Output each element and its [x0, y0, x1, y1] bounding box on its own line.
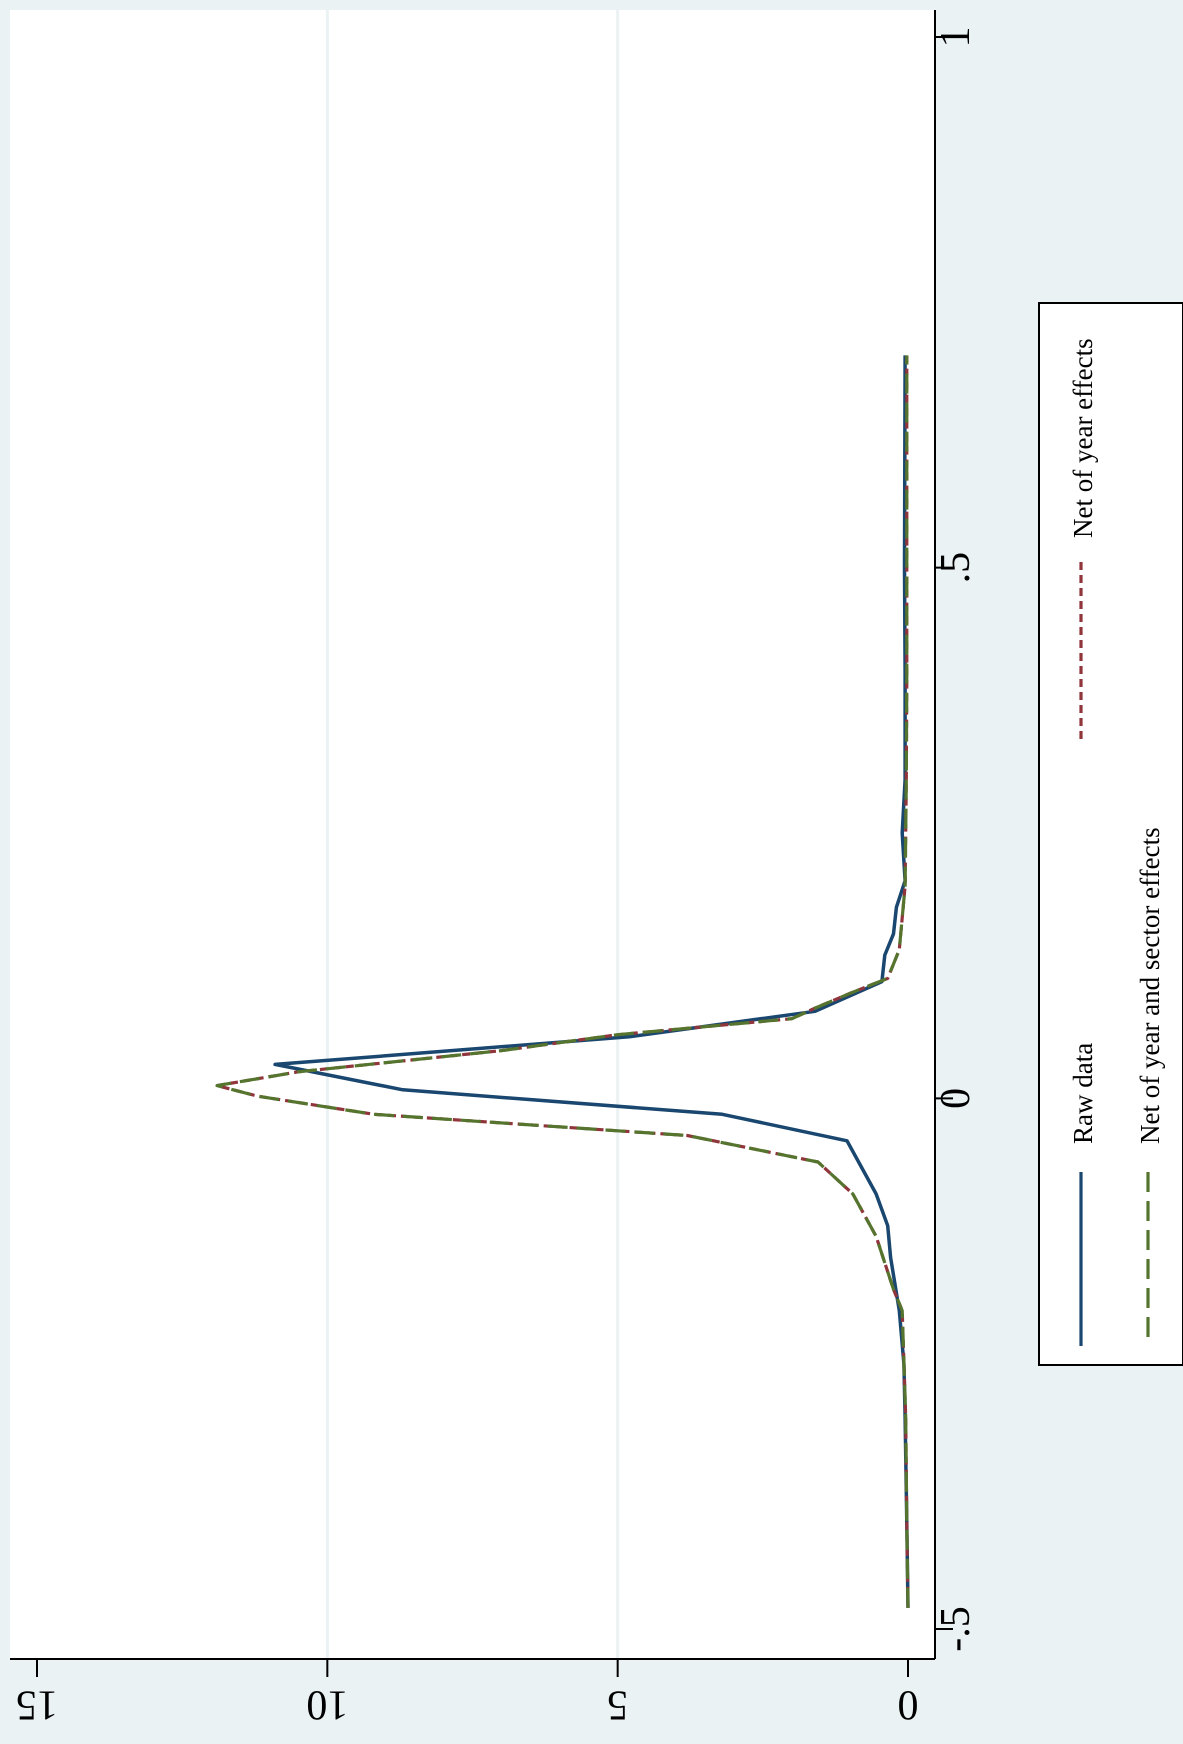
legend-label-3: Net of year and sector effects	[1135, 827, 1165, 1144]
legend-label-2: Net of year effects	[1068, 338, 1098, 538]
series-line-3	[215, 355, 910, 1608]
y-tick-label: 15	[16, 1681, 58, 1727]
series-line-1	[273, 355, 910, 1608]
x-tick-label: .5	[933, 552, 979, 584]
legend-box	[1038, 302, 1183, 1366]
y-tick-label: 0	[898, 1681, 919, 1727]
x-tick-label: -.5	[933, 1606, 979, 1652]
grid-lines	[325, 10, 620, 1659]
y-tick-label: 5	[607, 1681, 628, 1727]
legend: Raw data Net of year effects Net of year a…	[1038, 302, 1183, 1366]
series-lines	[215, 355, 910, 1608]
legend-label-1: Raw data	[1068, 1043, 1098, 1144]
plot-area	[10, 10, 935, 1659]
x-tick-label: 0	[933, 1088, 979, 1109]
x-tick-label: 1	[933, 27, 979, 48]
y-tick-label: 10	[306, 1681, 348, 1727]
